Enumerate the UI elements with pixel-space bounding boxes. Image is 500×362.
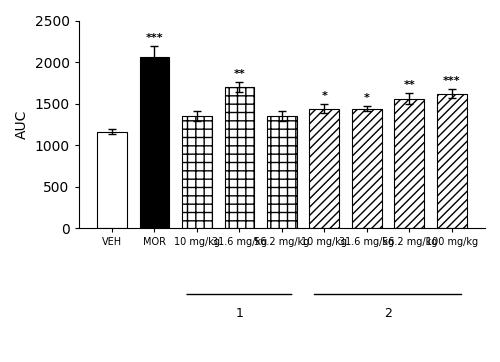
Text: 1: 1 [236, 307, 244, 320]
Text: *: * [322, 90, 327, 101]
Bar [182, 116, 212, 228]
Text: **: ** [404, 80, 415, 90]
Text: ***: *** [443, 76, 460, 86]
Bar [352, 109, 382, 228]
Text: 2: 2 [384, 307, 392, 320]
Y-axis label: AUC: AUC [15, 110, 29, 139]
Bar [437, 93, 466, 228]
Bar [97, 132, 127, 228]
Bar [310, 109, 339, 228]
Text: **: ** [234, 69, 245, 79]
Bar [394, 98, 424, 228]
Bar [267, 116, 296, 228]
Text: *: * [364, 93, 370, 103]
Bar [224, 87, 254, 228]
Text: ***: *** [146, 33, 164, 43]
Bar [140, 57, 170, 228]
